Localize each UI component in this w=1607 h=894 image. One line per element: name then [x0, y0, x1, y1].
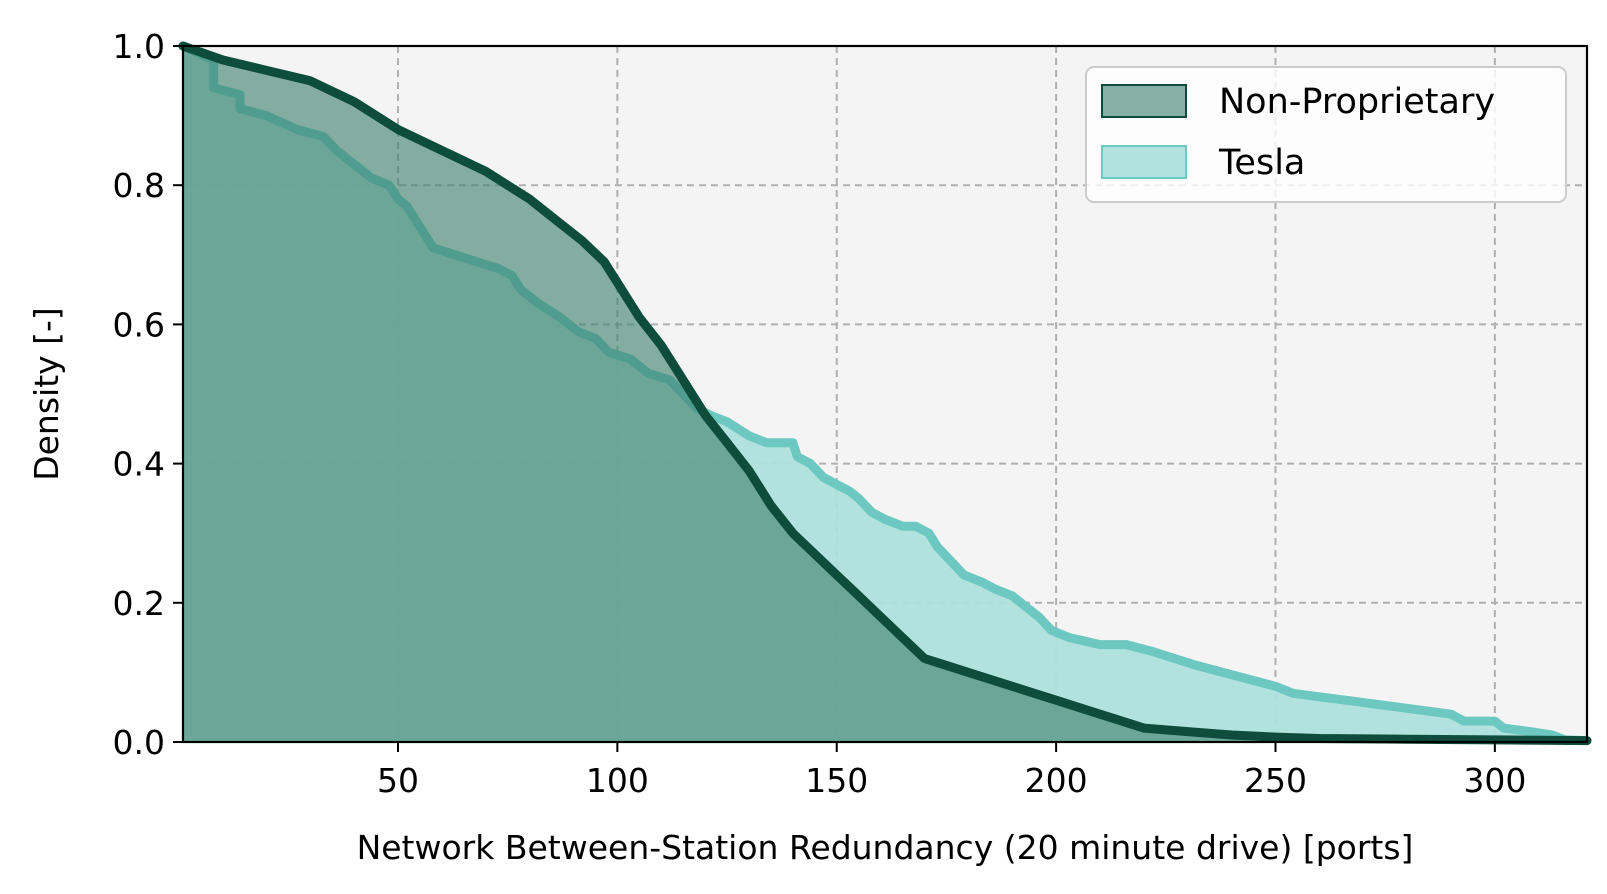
legend-label-non-proprietary: Non-Proprietary [1219, 82, 1495, 122]
legend-frame [1085, 66, 1567, 203]
x-tick-label-2: 150 [805, 761, 868, 800]
y-tick-label-2: 0.4 [113, 445, 165, 484]
y-tick-label-1: 0.2 [113, 584, 165, 623]
axis-ticks: 50 100 150 200 250 300 0.0 0.2 0.4 0.6 0.8 1.0 [113, 27, 1527, 800]
y-tick-label-0: 0.0 [113, 723, 165, 762]
x-tick-label-1: 100 [586, 761, 649, 800]
x-tick-label-0: 50 [377, 761, 419, 800]
legend: Non-Proprietary Tesla [1085, 66, 1567, 203]
y-tick-label-4: 0.8 [113, 166, 165, 205]
x-tick-label-4: 250 [1244, 761, 1307, 800]
legend-swatch-tesla [1101, 145, 1187, 179]
y-tick-label-5: 1.0 [113, 27, 165, 66]
legend-label-tesla: Tesla [1218, 143, 1305, 183]
x-tick-label-3: 200 [1025, 761, 1088, 800]
area-non-proprietary [183, 46, 1587, 742]
line-non-proprietary [178, 41, 1592, 746]
x-tick-label-5: 300 [1463, 761, 1526, 800]
legend-swatch-non-proprietary [1101, 84, 1187, 118]
y-axis-label: Density [-] [27, 307, 66, 481]
x-axis-label: Network Between-Station Redundancy (20 m… [357, 828, 1414, 867]
plot-frame [181, 44, 1589, 744]
y-tick-label-3: 0.6 [113, 305, 165, 344]
series-areas [178, 41, 1592, 746]
